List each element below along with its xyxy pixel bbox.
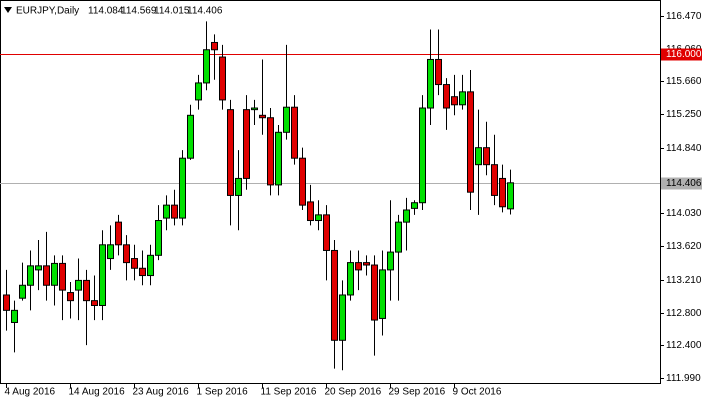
candle-body xyxy=(11,309,18,323)
candle-body xyxy=(35,265,42,271)
x-tick-label: 29 Sep 2016 xyxy=(389,387,446,398)
candle-body xyxy=(275,131,282,186)
price-label-box xyxy=(661,177,702,190)
header-open: 114.084 xyxy=(88,6,124,17)
candle-body xyxy=(379,269,386,319)
candle-body xyxy=(227,109,234,196)
menu-arrow[interactable] xyxy=(4,7,12,13)
candle-body xyxy=(147,254,154,277)
candle-body xyxy=(179,157,186,219)
header-close: 114.406 xyxy=(187,6,223,17)
y-tick-label: 111.990 xyxy=(666,373,701,384)
candle-body xyxy=(451,96,458,106)
candle-body xyxy=(155,220,162,256)
candle-body xyxy=(363,262,370,266)
candle-body xyxy=(211,41,218,51)
candle-body xyxy=(171,204,178,219)
candle-body xyxy=(467,91,474,193)
y-tick-label: 116.470 xyxy=(666,11,702,22)
price-label: 116.000 xyxy=(666,49,702,60)
candle-body xyxy=(355,262,362,271)
price-label-box xyxy=(661,48,702,61)
candle-body xyxy=(259,114,266,119)
candle-body xyxy=(19,284,26,299)
symbol: EURJPY,Daily xyxy=(16,6,79,17)
y-tick-label: 115.250 xyxy=(666,109,702,120)
candle-body xyxy=(499,177,506,208)
x-tick-label: 9 Oct 2016 xyxy=(453,387,502,398)
x-tick-label: 4 Aug 2016 xyxy=(5,387,56,398)
candle-body xyxy=(43,265,50,286)
plot-frame xyxy=(0,0,661,384)
x-tick-label: 1 Sep 2016 xyxy=(197,387,249,398)
price-label: 114.406 xyxy=(666,178,702,189)
candle-body xyxy=(347,262,354,296)
candle-body xyxy=(99,244,106,306)
y-tick-label: 112.800 xyxy=(666,308,702,319)
candle-body xyxy=(235,177,242,196)
candle-body xyxy=(371,264,378,321)
candle-body xyxy=(107,244,114,260)
candle-body xyxy=(395,221,402,253)
candle-body xyxy=(459,91,466,106)
header-low: 114.015 xyxy=(154,6,190,17)
candle-body xyxy=(283,106,290,133)
candle-body xyxy=(83,279,90,302)
candle-body xyxy=(3,294,10,311)
candle-body xyxy=(123,244,130,264)
candle-body xyxy=(507,182,514,210)
header-high: 114.569 xyxy=(121,6,157,17)
candle-body xyxy=(475,147,482,166)
candle-body xyxy=(195,82,202,101)
x-tick-label: 14 Aug 2016 xyxy=(69,387,126,398)
candle-body xyxy=(115,221,122,246)
candle-body xyxy=(67,292,74,302)
x-tick-label: 11 Sep 2016 xyxy=(261,387,317,398)
candle-body xyxy=(443,84,450,109)
y-tick-label: 113.210 xyxy=(666,275,702,286)
candle-body xyxy=(427,58,434,109)
candle-body xyxy=(131,258,138,269)
candle-body xyxy=(387,251,394,271)
candle-body xyxy=(203,49,210,84)
candle-body xyxy=(291,106,298,159)
candle-body xyxy=(299,157,306,206)
x-tick-label: 23 Aug 2016 xyxy=(133,387,190,398)
candle-body xyxy=(315,214,322,222)
candle-body xyxy=(243,109,250,179)
candle-body xyxy=(403,209,410,223)
candle-body xyxy=(491,164,498,196)
candle-body xyxy=(331,249,338,341)
candle-body xyxy=(163,204,170,219)
candle-body xyxy=(139,267,146,277)
candle-body xyxy=(435,58,442,86)
y-tick-label: 114.030 xyxy=(666,208,702,219)
y-tick-label: 112.400 xyxy=(666,340,702,351)
candle-body xyxy=(187,114,194,159)
candle-body xyxy=(267,117,274,186)
candle-body xyxy=(91,300,98,306)
y-tick-label: 115.660 xyxy=(666,76,702,87)
x-tick-label: 20 Sep 2016 xyxy=(325,387,382,398)
y-tick-label: 113.620 xyxy=(666,241,702,252)
candle-body xyxy=(75,279,82,291)
candle-body xyxy=(251,107,258,111)
candle-body xyxy=(59,262,66,291)
candle-body xyxy=(219,56,226,101)
candle-body xyxy=(419,107,426,204)
candle-body xyxy=(411,202,418,209)
y-tick-label: 114.840 xyxy=(666,143,702,154)
candle-body xyxy=(51,262,58,286)
candle-body xyxy=(483,147,490,166)
candle-body xyxy=(323,214,330,251)
candle-body xyxy=(27,265,34,286)
candle-body xyxy=(307,201,314,222)
candle-body xyxy=(339,294,346,341)
